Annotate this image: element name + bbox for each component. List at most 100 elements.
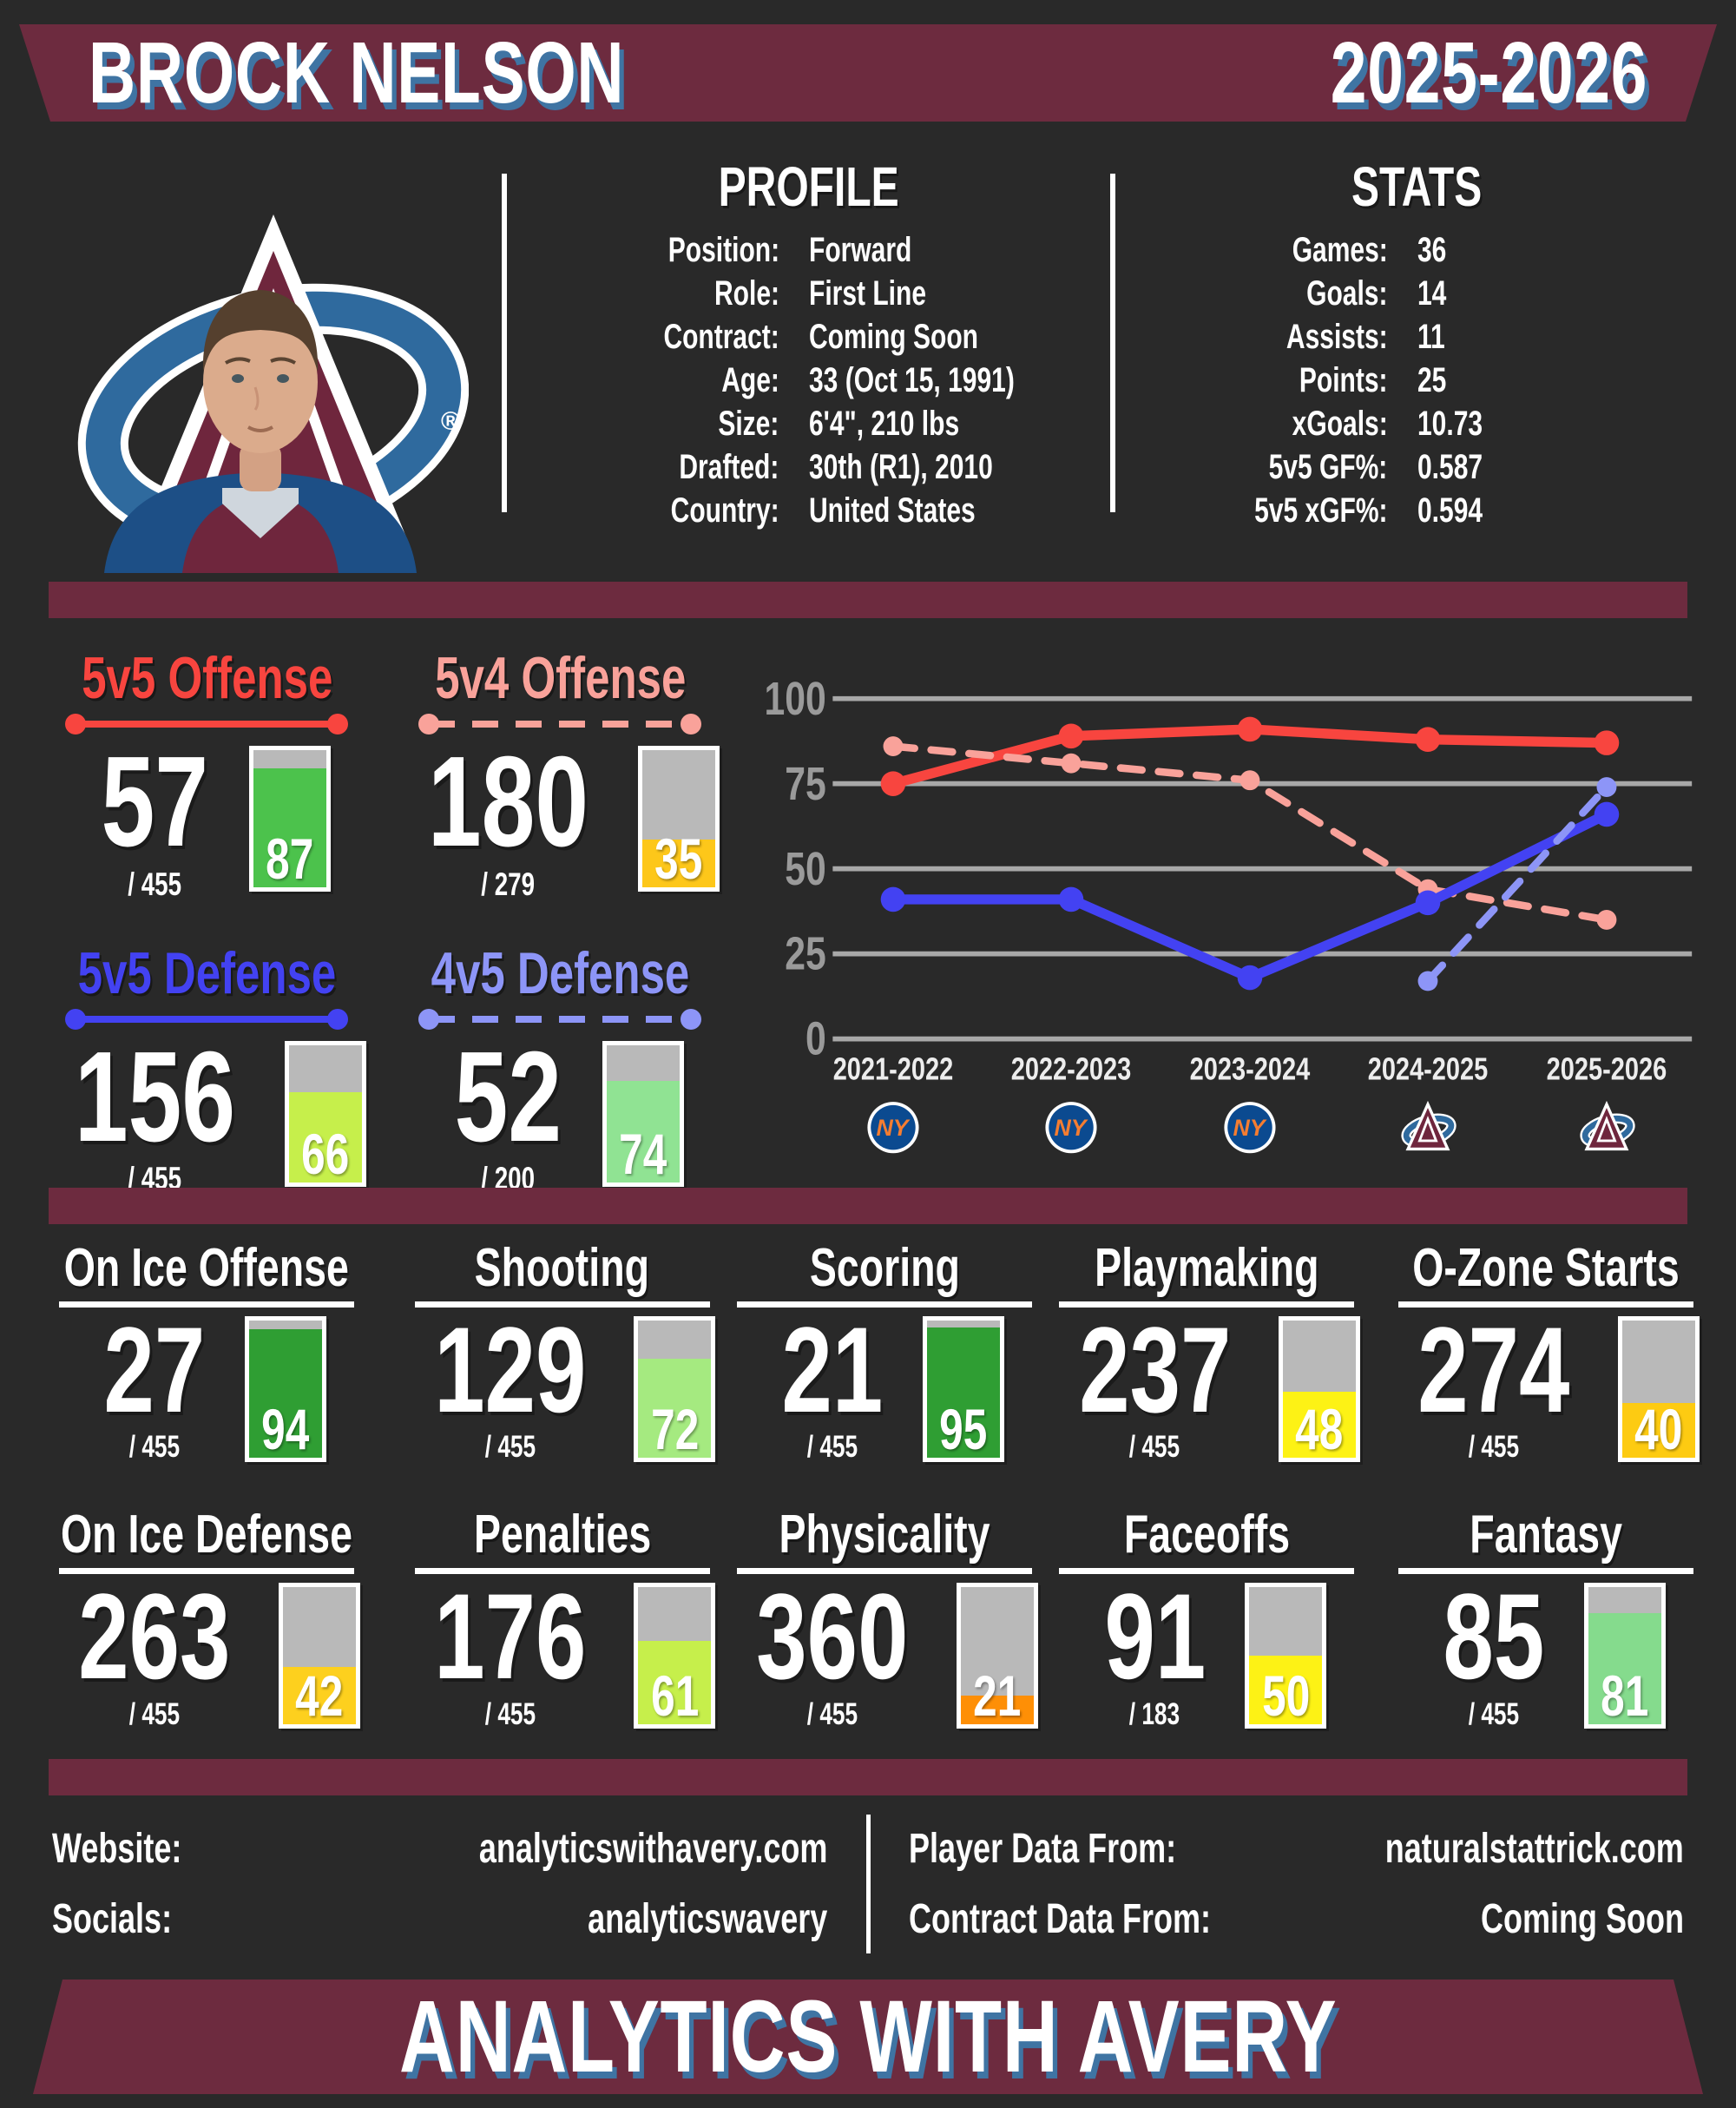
percentile-value: 95 — [939, 1397, 988, 1462]
card-title: O-Zone Starts — [1412, 1238, 1680, 1298]
rank-denominator: / 455 — [806, 1430, 858, 1465]
player-data-row: Player Data From: naturalstattrick.com — [909, 1825, 1685, 1873]
rank-number-column: 91/ 183 — [1088, 1576, 1223, 1731]
percentile-value: 81 — [1601, 1663, 1649, 1729]
percentile-bar-fill — [1621, 1402, 1695, 1459]
stats-row: Games: 36 — [1124, 231, 1710, 274]
player-data-value: naturalstattrick.com — [1384, 1826, 1684, 1872]
percentile-bar: 81 — [1583, 1583, 1666, 1729]
profile-label: Size: — [718, 405, 779, 443]
data-point-5v4-offense — [883, 736, 904, 756]
data-point-5v5-offense — [1058, 723, 1084, 749]
season-label: 2025-2026 — [1330, 24, 1647, 122]
rank-number-column: 156/ 455 — [48, 1025, 262, 1197]
card-body: 129/ 455 72 — [409, 1308, 716, 1465]
rank-number-column: 176/ 455 — [409, 1576, 612, 1731]
profile-value: Coming Soon — [808, 318, 978, 356]
card-title: Faceoffs — [1123, 1505, 1290, 1565]
card-title: 5v4 Offense — [434, 645, 686, 711]
card-title: 4v5 Defense — [431, 939, 690, 1006]
stats-row: 5v5 GF%: 0.587 — [1124, 448, 1710, 491]
card-body: 91/ 183 50 — [1088, 1576, 1327, 1731]
profile-value: Forward — [808, 231, 912, 269]
data-point-5v5-offense — [1594, 730, 1620, 755]
profile-title: PROFILE — [718, 155, 899, 218]
stats-title: STATS — [1351, 155, 1483, 218]
profile-row: Drafted: 30th (R1), 2010 — [516, 448, 1101, 491]
rank-card-5v5-defense: 5v5 Defense 156/ 455 66 — [35, 939, 379, 1198]
percentile-bar: 74 — [602, 1041, 684, 1188]
card-body: 27/ 455 94 — [87, 1308, 326, 1465]
player-data-label: Player Data From: — [908, 1826, 1176, 1872]
rank-denominator: / 455 — [484, 1696, 536, 1731]
card-title: 5v5 Defense — [77, 939, 337, 1006]
profile-row: Size: 6'4", 210 lbs — [516, 405, 1101, 448]
league-rank: 21 — [781, 1301, 884, 1439]
percentile-value: 48 — [1295, 1397, 1344, 1462]
x-axis-label: 2023-2024 — [1190, 1051, 1311, 1086]
percentile-bar: 95 — [922, 1316, 1004, 1463]
percentile-bar: 87 — [248, 746, 331, 893]
footer-divider — [865, 1815, 871, 1953]
socials-row: Socials: analyticswavery — [52, 1895, 828, 1943]
profile-strip: ® PROFILE Position: Forward Role: Firs — [0, 122, 1736, 575]
league-rank: 156 — [74, 1025, 236, 1169]
contract-data-row: Contract Data From: Coming Soon — [909, 1895, 1685, 1943]
stats-value: 0.587 — [1417, 448, 1483, 486]
percentile-bar-fill — [641, 840, 715, 888]
rank-number-column: 27/ 455 — [87, 1308, 222, 1465]
profile-row: Contract: Coming Soon — [516, 318, 1101, 361]
section-divider — [49, 1759, 1687, 1795]
card-body: 263/ 455 42 — [53, 1576, 360, 1731]
data-point-5v5-defense — [1415, 890, 1441, 916]
islanders-logo-icon: NY — [1224, 1102, 1276, 1154]
registered-mark: ® — [441, 407, 460, 436]
card-body: 176/ 455 61 — [409, 1576, 716, 1731]
profile-value: 30th (R1), 2010 — [808, 448, 993, 486]
rank-number-column: 129/ 455 — [409, 1308, 612, 1465]
card-title-rule — [414, 1568, 710, 1575]
y-axis-tick: 25 — [785, 928, 826, 980]
data-point-5v4-offense — [1061, 753, 1082, 774]
data-point-4v5-defense — [1417, 971, 1438, 991]
profile-label: Contract: — [663, 318, 779, 356]
profile-row: Position: Forward — [516, 231, 1101, 274]
islanders-logo-icon: NY — [867, 1102, 919, 1154]
trend-chart-svg: 0 25 50 75 100 2021-2022 2022-2023 2023-2024 202… — [764, 673, 1693, 1154]
y-axis-tick: 50 — [785, 843, 826, 895]
percentile-bar: 61 — [634, 1583, 716, 1729]
card-body: 156/ 455 66 — [48, 1025, 366, 1197]
card-body: 52/ 200 74 — [437, 1025, 684, 1197]
percentile-bar-fill — [288, 1091, 362, 1183]
card-title: Playmaking — [1095, 1238, 1319, 1298]
rank-card-5v5-offense: 5v5 Offense 57/ 455 87 — [35, 647, 379, 903]
data-point-5v4-offense — [1240, 770, 1260, 791]
percentile-bar-fill — [248, 1328, 322, 1459]
card-title-rule — [58, 1301, 354, 1308]
data-point-5v5-defense — [880, 886, 906, 912]
card-title: Fantasy — [1470, 1505, 1622, 1565]
percentile-value: 94 — [261, 1397, 310, 1462]
percentile-bar-fill — [606, 1081, 680, 1183]
card-title-rule — [737, 1568, 1032, 1575]
percentile-value: 72 — [650, 1397, 699, 1462]
rank-denominator: / 279 — [481, 866, 536, 902]
league-rank: 52 — [454, 1025, 562, 1169]
percentile-trend-chart: 0 25 50 75 100 2021-2022 2022-2023 2023-2024 202… — [733, 648, 1719, 1197]
stat-card-physicality: Physicality 360/ 455 21 — [723, 1506, 1045, 1731]
percentile-value: 21 — [973, 1663, 1022, 1729]
stat-card-o-zone-starts: O-Zone Starts 274/ 455 40 — [1368, 1240, 1724, 1465]
percentile-bar-fill — [926, 1327, 1000, 1459]
card-body: 180/ 279 35 — [401, 730, 720, 902]
footer-left-column: Website: analyticswithavery.com Socials:… — [52, 1825, 828, 1943]
league-rank: 57 — [101, 730, 209, 874]
section-divider — [49, 1188, 1687, 1224]
league-rank: 180 — [427, 730, 589, 874]
profile-value: 6'4", 210 lbs — [808, 405, 959, 443]
stats-value: 36 — [1417, 231, 1447, 269]
stats-value: 0.594 — [1417, 491, 1483, 530]
stats-label: 5v5 GF%: — [1269, 448, 1388, 486]
stat-card-playmaking: Playmaking 237/ 455 48 — [1046, 1240, 1368, 1465]
profile-divider-left — [502, 174, 507, 512]
stats-row: Assists: 11 — [1124, 318, 1710, 361]
